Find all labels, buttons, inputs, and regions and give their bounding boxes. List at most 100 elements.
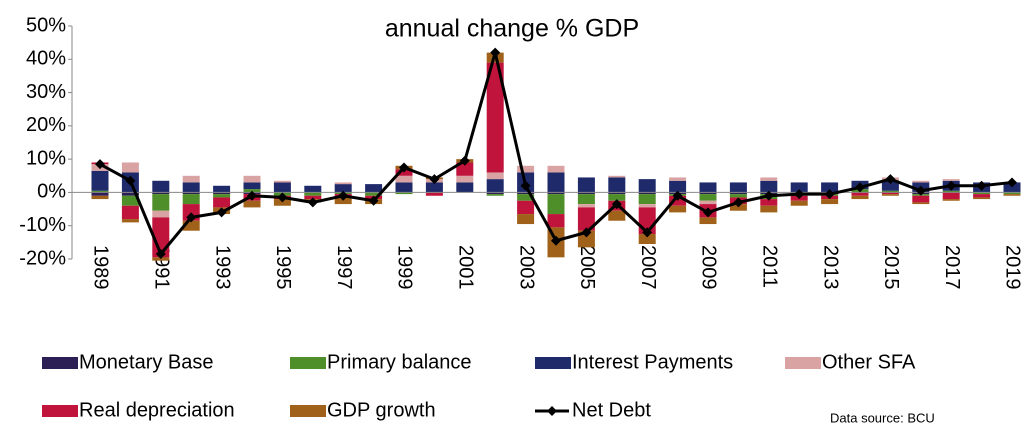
line-marker [277, 192, 288, 203]
x-tick-label: 2019 [1002, 245, 1022, 290]
bar-segment [1003, 194, 1021, 196]
line-marker [216, 207, 227, 218]
x-tick-label: 2009 [698, 245, 720, 290]
bar-segment [577, 192, 595, 195]
line-marker [338, 190, 349, 201]
bar-segment [304, 192, 322, 196]
bar-segment [243, 200, 261, 208]
bar-segment [760, 205, 778, 213]
bar-segment [121, 205, 139, 220]
x-tick-label: 2011 [759, 245, 781, 288]
bar-segment [365, 192, 383, 196]
bar-segment [152, 194, 170, 211]
bar-segment [121, 192, 139, 196]
bar-segment [973, 194, 991, 198]
bar-segment [365, 184, 383, 193]
bar-segment [304, 185, 322, 193]
y-tick-label: 50% [26, 14, 66, 36]
legend-swatch [290, 357, 326, 369]
y-tick-label: 30% [26, 81, 66, 103]
bar-segment [486, 194, 504, 196]
line-marker [763, 190, 774, 201]
legend-label: Interest Payments [572, 351, 733, 373]
bar-segment [669, 205, 687, 213]
bar-segment [729, 194, 747, 198]
line-marker [581, 227, 592, 238]
bar-segment [699, 192, 717, 195]
bar-segment [851, 195, 869, 200]
bar-segment [91, 195, 109, 200]
bar-segment [942, 179, 960, 181]
bar-segment [942, 192, 960, 200]
line-marker [459, 155, 470, 166]
bar-segment [547, 192, 565, 195]
bar-segment [395, 175, 413, 183]
bar-segment [273, 180, 291, 183]
legend-swatch [42, 405, 78, 417]
bar-segment [91, 190, 109, 193]
y-tick-label: 10% [26, 147, 66, 169]
bar-segment [669, 177, 687, 181]
bar-segment [182, 194, 200, 205]
line-marker [551, 235, 561, 246]
y-tick-label: 40% [26, 48, 66, 70]
bar-segment [334, 182, 352, 185]
line-marker [125, 175, 136, 186]
bar-segment [760, 177, 778, 181]
x-tick-label: 2017 [941, 245, 963, 290]
line-marker [307, 197, 318, 208]
bar-segment [517, 165, 535, 173]
bar-segment [577, 194, 595, 205]
bar-segment [152, 180, 170, 193]
bar-segment [790, 200, 808, 206]
bar-segment [638, 204, 656, 208]
bar-segment [881, 194, 899, 196]
bar-segment [547, 214, 565, 228]
line-marker [520, 180, 531, 191]
line-marker [186, 212, 197, 223]
x-tick-label: 1993 [211, 245, 233, 290]
line-marker [703, 207, 713, 218]
y-tick-label: -10% [19, 214, 66, 236]
line-marker [824, 189, 835, 200]
bar-segment [881, 192, 899, 195]
bar-segment [547, 165, 565, 173]
bar-segment [182, 220, 200, 231]
line-marker [976, 180, 987, 191]
bar-segment [729, 192, 747, 195]
bar-segment [486, 172, 504, 180]
bar-segment [760, 180, 778, 193]
line-marker [399, 162, 409, 173]
bar-segment [638, 194, 656, 205]
chart-title: annual change % GDP [385, 15, 639, 43]
bar-segment [608, 192, 626, 195]
line-marker [946, 180, 957, 191]
line-marker [885, 174, 896, 185]
bar-segment [395, 182, 413, 193]
bar-segment [121, 195, 139, 206]
line-marker [490, 47, 501, 58]
bar-segment [608, 194, 626, 201]
y-tick-label: -20% [19, 247, 66, 269]
bar-segment [1003, 192, 1021, 195]
line-marker [642, 227, 653, 238]
bar-segment [577, 204, 595, 208]
x-tick-label: 1999 [394, 245, 416, 290]
bar-segment [942, 199, 960, 201]
annotation: Data source: BCU [830, 410, 935, 425]
legend-label: Other SFA [822, 351, 916, 373]
bar-segment [912, 202, 930, 205]
bar-segment [912, 195, 930, 203]
bar-segment [456, 182, 474, 193]
y-tick-label: 20% [26, 114, 66, 136]
bar-segment [121, 219, 139, 223]
bar-segment [182, 192, 200, 195]
bar-segment [152, 192, 170, 195]
bar-segment [608, 210, 626, 221]
bar-segment [881, 190, 899, 193]
bar-segment [486, 62, 504, 173]
bar-segment [456, 162, 474, 176]
line-marker [368, 195, 379, 206]
bar-segment [182, 175, 200, 183]
bar-segment [669, 180, 687, 193]
